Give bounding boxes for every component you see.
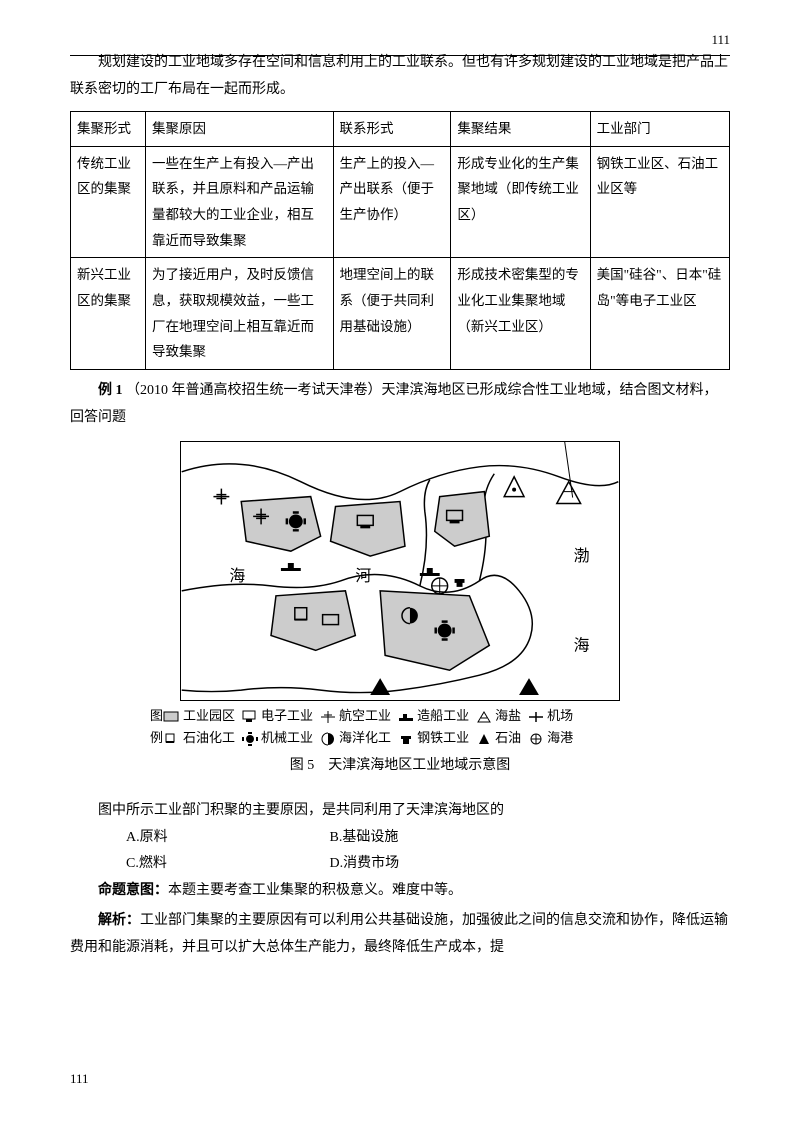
aviation-icon: [319, 709, 337, 723]
table-cell: 为了接近用户，及时反馈信息，获取规模效益，一些工厂在地理空间上相互靠近而导致集聚: [146, 258, 334, 370]
legend-label: 海盐: [495, 705, 521, 727]
legend-label: 造船工业: [417, 705, 469, 727]
table-cell: 钢铁工业区、石油工 业区等: [590, 146, 729, 258]
intro-paragraph: 规划建设的工业地域多存在空间和信息利用上的工业联系。但也有许多规划建设的工业地域…: [70, 50, 730, 103]
figure-legend: 图 工业园区 电子工业 航空工业 造船工业 海盐 机场 例 石油化工 机械工业 …: [150, 705, 650, 749]
intent-line: 命题意图：本题主要考查工业集聚的积极意义。难度中等。: [70, 878, 730, 905]
map-label-hai2: 海: [574, 637, 590, 655]
example-heading: 例 1 （2010 年普通高校招生统一考试天津卷）天津滨海地区已形成综合性工业地…: [70, 378, 730, 431]
map-label-he: 河: [355, 567, 371, 585]
header-cell: 集聚形式: [71, 112, 146, 147]
table-header-row: 集聚形式 集聚原因 联系形式 集聚结果 工业部门: [71, 112, 730, 147]
header-cell: 集聚原因: [146, 112, 334, 147]
explanation-text: 工业部门集聚的主要原因有可以利用公共基础设施，加强彼此之间的信息交流和协作，降低…: [70, 913, 728, 955]
map-svg: 海 河 渤 海: [181, 442, 619, 700]
table-cell: 形成专业化的生产集聚地域（即传统工业区）: [451, 146, 590, 258]
table-cell: 传统工业区的集聚: [71, 146, 146, 258]
table-cell: 形成技术密集型的专业化工业集聚地域（新兴工业区）: [451, 258, 590, 370]
port-icon: [527, 731, 545, 745]
park-icon: [163, 709, 181, 723]
example-source: （2010 年普通高校招生统一考试天津卷）天津滨海地区已形成综合性工业地域，结合…: [70, 383, 718, 425]
airport-icon: [527, 709, 545, 723]
legend-label: 石油化工: [183, 727, 235, 749]
page-number-bottom: 111: [70, 1067, 89, 1092]
legend-label: 石油: [495, 727, 521, 749]
electronics-icon: [241, 709, 259, 723]
header-cell: 联系形式: [333, 112, 451, 147]
options-row-1: A.原料 B.基础设施: [70, 825, 730, 852]
table-cell: 一些在生产上有投入—产出联系，并且原料和产品运输量都较大的工业企业，相互靠近而导…: [146, 146, 334, 258]
explanation-line: 解析：工业部门集聚的主要原因有可以利用公共基础设施，加强彼此之间的信息交流和协作…: [70, 908, 730, 961]
figure-caption: 图 5 天津滨海地区工业地域示意图: [70, 753, 730, 780]
example-label: 例 1: [98, 383, 123, 398]
legend-label: 海洋化工: [339, 727, 391, 749]
question-stem: 图中所示工业部门积聚的主要原因，是共同利用了天津滨海地区的: [70, 798, 730, 825]
table-cell: 新兴工业区的集聚: [71, 258, 146, 370]
option-a: A.原料: [98, 825, 298, 852]
salt-icon: [475, 709, 493, 723]
intent-label: 命题意图：: [98, 883, 168, 898]
table-cell: 生产上的投入—产出联系（便于生产协作）: [333, 146, 451, 258]
option-c: C.燃料: [98, 851, 298, 878]
table-row: 新兴工业区的集聚 为了接近用户，及时反馈信息，获取规模效益，一些工厂在地理空间上…: [71, 258, 730, 370]
legend-label: 机场: [547, 705, 573, 727]
option-d: D.消费市场: [302, 851, 502, 878]
legend-label: 电子工业: [261, 705, 313, 727]
legend-label: 工业园区: [183, 705, 235, 727]
map-figure: 海 河 渤 海: [180, 441, 620, 701]
petrochem-icon: [163, 731, 181, 745]
ship-icon: [397, 709, 415, 723]
header-cell: 工业部门: [590, 112, 729, 147]
machinery-icon: [241, 731, 259, 745]
table-row: 传统工业区的集聚 一些在生产上有投入—产出联系，并且原料和产品运输量都较大的工业…: [71, 146, 730, 258]
intent-text: 本题主要考查工业集聚的积极意义。难度中等。: [168, 883, 462, 898]
legend-label: 海港: [547, 727, 573, 749]
comparison-table: 集聚形式 集聚原因 联系形式 集聚结果 工业部门 传统工业区的集聚 一些在生产上…: [70, 111, 730, 370]
page-number-top: 111: [70, 28, 730, 56]
legend-label: 机械工业: [261, 727, 313, 749]
steel-icon: [397, 731, 415, 745]
oil-icon: [475, 731, 493, 745]
map-label-bo: 渤: [574, 547, 590, 565]
options-row-2: C.燃料 D.消费市场: [70, 851, 730, 878]
option-b: B.基础设施: [302, 825, 502, 852]
legend-label: 航空工业: [339, 705, 391, 727]
header-cell: 集聚结果: [451, 112, 590, 147]
marine-chem-icon: [319, 731, 337, 745]
explanation-label: 解析：: [98, 913, 140, 928]
map-label-hai: 海: [229, 567, 245, 585]
legend-prefix: 例: [150, 727, 163, 749]
legend-prefix: 图: [150, 705, 163, 727]
table-cell: 美国"硅谷"、日本"硅岛"等电子工业区: [590, 258, 729, 370]
legend-label: 钢铁工业: [417, 727, 469, 749]
table-cell: 地理空间上的联系（便于共同利用基础设施）: [333, 258, 451, 370]
